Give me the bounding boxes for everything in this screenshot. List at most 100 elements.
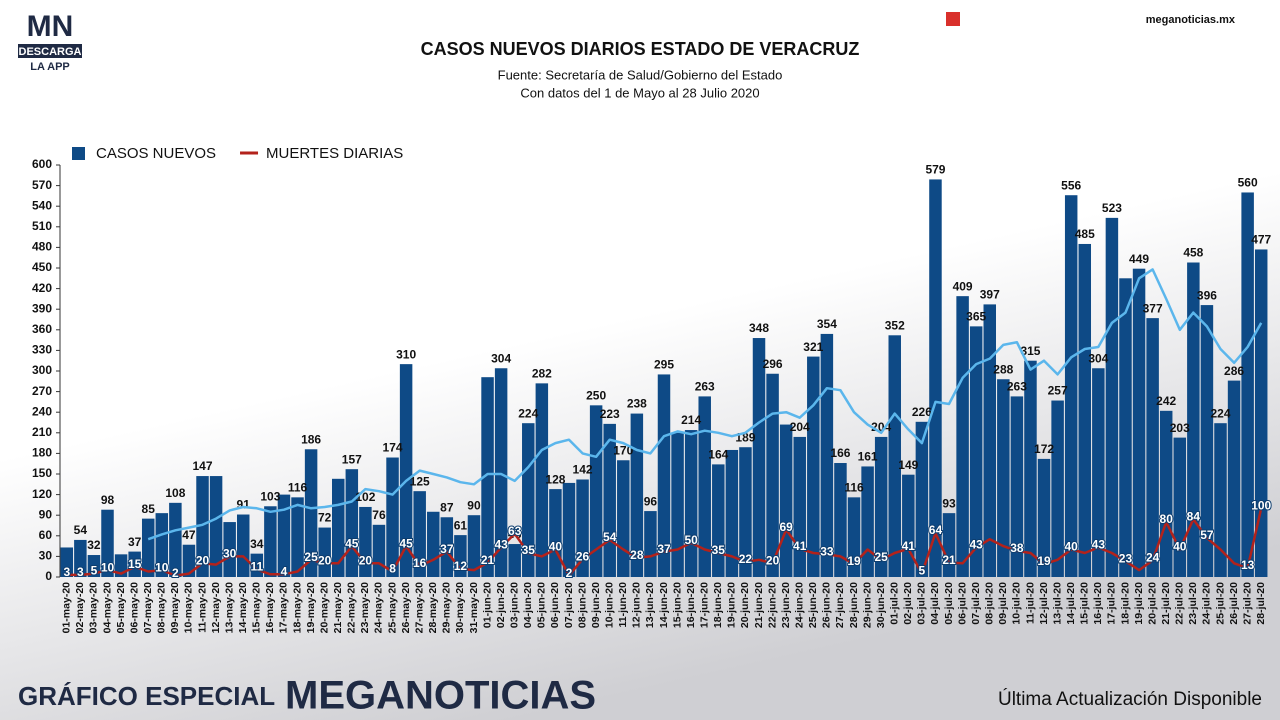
bar-label: 242 (1156, 394, 1176, 408)
x-tick-label: 06-may-20 (128, 582, 140, 634)
y-tick-label: 390 (32, 301, 52, 315)
line-label: 40 (1065, 540, 1079, 554)
bar-label: 296 (763, 357, 783, 371)
bar (1200, 305, 1214, 577)
line-label: 45 (399, 536, 413, 550)
y-tick-label: 240 (32, 404, 52, 418)
line-label: 80 (1160, 512, 1174, 526)
x-tick-label: 01-may-20 (61, 582, 73, 634)
bar (603, 423, 616, 577)
bar (535, 383, 549, 577)
line-label: 43 (494, 538, 508, 552)
bar-label: 352 (885, 318, 905, 332)
subtitle: Fuente: Secretaría de Salud/Gobierno del… (498, 67, 783, 82)
bar-label: 397 (980, 288, 1000, 302)
line-label: 12 (454, 559, 468, 573)
line-label: 3 (63, 565, 70, 579)
bar-label: 396 (1197, 288, 1217, 302)
bar (644, 511, 657, 577)
line-label: 20 (196, 553, 210, 567)
line-label: 16 (413, 556, 427, 570)
line-label: 38 (1010, 541, 1024, 555)
x-tick-label: 02-jun-20 (495, 582, 507, 628)
bar-label: 87 (440, 500, 454, 514)
bar-label: 224 (1210, 406, 1230, 420)
bar (997, 379, 1010, 577)
bar-label: 116 (288, 481, 308, 495)
bar-label: 108 (165, 486, 185, 500)
bar (589, 405, 603, 577)
bar (969, 326, 983, 577)
bar (698, 396, 711, 577)
line-label: 63 (508, 524, 522, 538)
bar (345, 469, 359, 577)
bar-label: 147 (193, 459, 213, 473)
line-label: 19 (847, 554, 861, 568)
x-tick-label: 24-jun-20 (794, 582, 806, 628)
y-tick-label: 420 (32, 281, 52, 295)
bar (236, 514, 250, 577)
bar (820, 333, 834, 577)
x-tick-label: 07-may-20 (142, 582, 154, 634)
bar (902, 474, 915, 577)
bar (712, 464, 725, 577)
bar (1187, 262, 1200, 577)
x-tick-label: 11-jul-20 (1024, 582, 1036, 624)
bar (277, 494, 291, 577)
bar (169, 502, 182, 577)
logo-app: LA APP (30, 61, 70, 73)
bar-label: 477 (1251, 233, 1271, 247)
y-tick-label: 300 (32, 363, 52, 377)
bar (508, 544, 521, 577)
footer-left: GRÁFICO ESPECIAL (18, 681, 275, 711)
line-label: 2 (172, 566, 179, 580)
line-label: 21 (481, 553, 495, 567)
x-tick-label: 06-jul-20 (956, 582, 968, 625)
line (66, 508, 1263, 577)
bar (1037, 458, 1051, 577)
line-label: 19 (1037, 554, 1051, 568)
bar (793, 436, 806, 577)
bar-label: 315 (1020, 344, 1040, 358)
bar-label: 32 (87, 538, 101, 552)
bar-label: 204 (790, 420, 810, 434)
bar (1241, 192, 1254, 577)
y-tick-label: 570 (32, 178, 52, 192)
line-label: 20 (766, 553, 780, 567)
flag-icon (946, 12, 960, 26)
y-tick-label: 270 (32, 384, 52, 398)
bar (291, 497, 304, 577)
line-label: 84 (1187, 509, 1201, 523)
bar-label: 93 (942, 496, 956, 510)
bar-label: 61 (454, 518, 468, 532)
x-tick-label: 12-may-20 (210, 582, 222, 634)
bar (60, 547, 74, 577)
x-tick-label: 21-jun-20 (753, 582, 765, 628)
line-label: 26 (576, 549, 590, 563)
bar-label: 556 (1061, 178, 1081, 192)
line-label: 25 (304, 550, 318, 564)
x-tick-label: 18-may-20 (291, 582, 303, 634)
x-tick-label: 07-jun-20 (563, 582, 575, 628)
bar (956, 296, 969, 577)
bar (807, 356, 820, 577)
legend-label: MUERTES DIARIAS (266, 145, 403, 162)
x-tick-label: 03-jul-20 (916, 582, 928, 625)
legend-swatch (72, 147, 85, 160)
bar-label: 76 (372, 508, 386, 522)
bar (209, 476, 223, 577)
line-label: 37 (657, 542, 671, 556)
bar (399, 364, 413, 577)
y-tick-label: 150 (32, 466, 52, 480)
x-tick-label: 05-jul-20 (943, 582, 955, 625)
bar-label: 449 (1129, 252, 1149, 266)
bar-label: 142 (573, 463, 593, 477)
bar (847, 497, 861, 577)
x-tick-label: 22-jun-20 (766, 582, 778, 628)
bar-label: 174 (383, 441, 403, 455)
bar (386, 457, 399, 577)
bar-label: 458 (1183, 246, 1203, 260)
x-tick-label: 20-jun-20 (739, 582, 751, 628)
x-tick-label: 03-jun-20 (508, 582, 520, 628)
x-tick-label: 21-jul-20 (1160, 582, 1172, 625)
